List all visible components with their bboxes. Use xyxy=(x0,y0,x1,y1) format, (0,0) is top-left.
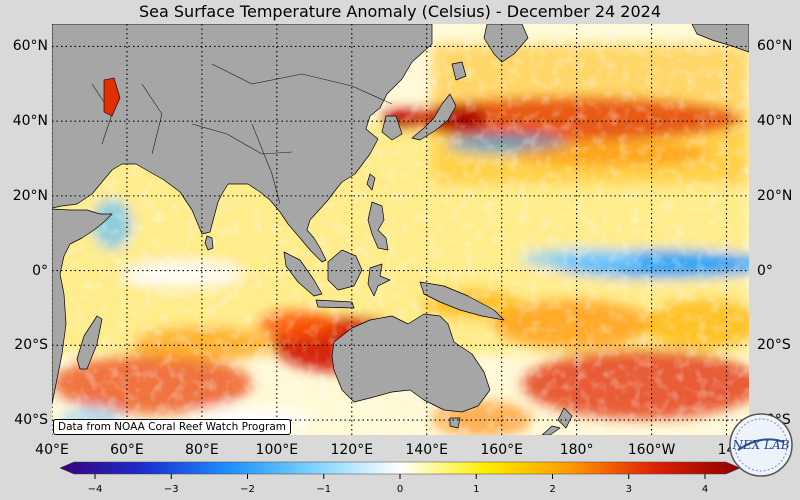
colorbar xyxy=(60,461,740,479)
lon-label: 180° xyxy=(559,442,594,458)
lat-label-right: 20°N xyxy=(757,187,793,204)
java-landmass xyxy=(315,299,355,309)
philippines-landmass xyxy=(367,201,389,251)
lat-label-left: 0° xyxy=(32,262,48,279)
lon-label: 60°E xyxy=(110,442,144,458)
colorbar-tick-label: 4 xyxy=(701,484,709,495)
lon-label: 160°W xyxy=(627,442,676,458)
lat-label-left: 40°S xyxy=(14,412,48,429)
borneo-landmass xyxy=(327,249,363,291)
colorbar-tick-label: 0 xyxy=(396,484,404,495)
nexlab-logo: NEX LAB xyxy=(729,413,793,477)
colorbar-tick-label: −3 xyxy=(163,484,179,495)
country-borders xyxy=(91,63,393,205)
asia-landmass xyxy=(52,24,433,263)
lon-label: 160°E xyxy=(480,442,523,458)
land-masses xyxy=(52,24,749,435)
japan-landmass xyxy=(411,93,457,141)
sumatra-landmass xyxy=(283,251,323,297)
sri-lanka-landmass xyxy=(204,235,214,251)
colorbar-tick-label: −2 xyxy=(240,484,255,495)
page-title: Sea Surface Temperature Anomaly (Celsius… xyxy=(139,2,661,21)
data-credit: Data from NOAA Coral Reef Watch Program xyxy=(53,419,291,435)
lat-label-right: 60°N xyxy=(757,38,793,55)
colorbar-tick-label: −1 xyxy=(316,484,332,495)
colorbar-gradient xyxy=(60,461,740,475)
colorbar-tick-label: 2 xyxy=(549,484,556,495)
lat-label-left: 60°N xyxy=(12,38,48,55)
logo-text: NEX LAB xyxy=(731,438,789,452)
kamchatka-landmass xyxy=(483,24,529,63)
lat-label-left: 40°N xyxy=(12,113,48,130)
lat-label-right: 20°S xyxy=(757,337,791,354)
lat-label-left: 20°N xyxy=(12,187,48,204)
lat-label-right: 0° xyxy=(757,262,773,279)
lat-label-right: 40°N xyxy=(757,113,793,130)
australia-landmass xyxy=(331,313,491,413)
lon-label: 120°E xyxy=(330,442,374,458)
africa-landmass xyxy=(52,208,113,405)
madagascar-landmass xyxy=(76,315,103,370)
lon-label: 100°E xyxy=(255,442,299,458)
tasmania-landmass xyxy=(449,417,461,429)
colorbar-tick-label: 1 xyxy=(473,484,480,495)
colorbar-tick-label: 3 xyxy=(625,484,632,495)
graticule xyxy=(52,24,749,435)
lon-label: 80°E xyxy=(185,442,219,458)
lat-label-left: 20°S xyxy=(14,337,48,354)
new-zealand-landmass xyxy=(557,407,573,429)
lon-label: 40°E xyxy=(35,442,69,458)
korea-landmass xyxy=(381,115,403,141)
caspian-sea xyxy=(103,77,121,117)
lon-label: 140°E xyxy=(405,442,449,458)
new-guinea-landmass xyxy=(419,281,505,321)
map-canvas[interactable] xyxy=(52,24,749,435)
colorbar-tick-label: −4 xyxy=(87,484,103,495)
sst-anomaly-map[interactable] xyxy=(52,24,749,435)
sulawesi-landmass xyxy=(367,263,391,297)
taiwan-landmass xyxy=(366,173,376,191)
